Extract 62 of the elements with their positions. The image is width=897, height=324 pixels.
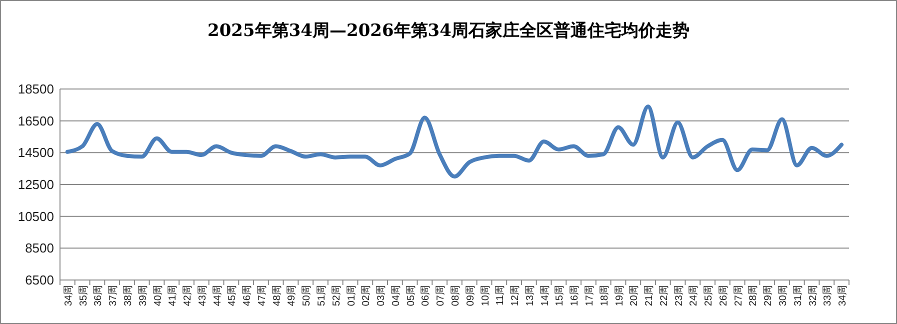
x-tick-label: 15周	[554, 285, 566, 306]
x-tick-label: 26周	[718, 285, 730, 306]
x-tick-label: 09周	[465, 285, 476, 306]
x-tick-label: 06周	[420, 285, 432, 306]
x-tick-label: 41周	[168, 285, 179, 306]
x-tick-label: 19周	[614, 285, 626, 306]
x-tick-label: 04周	[390, 285, 402, 306]
x-tick-label: 42周	[182, 285, 194, 306]
line-series	[65, 104, 844, 179]
x-tick-label: 21周	[644, 285, 656, 306]
y-tick-label: 16500	[18, 113, 54, 128]
y-tick-label: 6500	[25, 272, 54, 288]
x-tick-label: 36周	[93, 285, 104, 306]
x-tick-label: 29周	[763, 285, 774, 306]
x-tick-label: 51周	[316, 285, 328, 306]
x-tick-label: 49周	[286, 285, 298, 306]
x-tick-label: 34周	[63, 285, 74, 306]
x-tick-label: 35周	[78, 285, 90, 306]
x-tick-label: 13周	[524, 285, 536, 306]
x-tick-label: 34周	[838, 285, 849, 306]
x-tick-label: 33周	[822, 285, 834, 306]
x-tick-label: 47周	[256, 285, 268, 306]
x-tick-label: 07周	[436, 285, 447, 306]
x-tick-label: 05周	[406, 285, 417, 306]
x-tick-label: 40周	[152, 285, 164, 306]
x-tick-label: 23周	[674, 285, 685, 306]
y-tick-label: 10500	[18, 208, 54, 224]
y-tick-label: 8500	[25, 240, 54, 256]
x-tick-label: 11周	[495, 285, 506, 306]
x-tick-label: 18周	[599, 285, 610, 306]
x-tick-label: 52周	[331, 285, 342, 306]
x-tick-label: 01周	[346, 285, 358, 306]
x-tick-label: 43周	[197, 285, 208, 306]
x-tick-label: 28周	[748, 285, 760, 306]
x-tick-label: 30周	[778, 285, 790, 306]
x-tick-label: 39周	[138, 285, 149, 306]
x-tick-label: 45周	[227, 285, 238, 306]
y-tick-label: 12500	[18, 177, 54, 192]
y-tick-label: 14500	[18, 145, 54, 160]
x-tick-label: 08周	[450, 285, 462, 306]
x-tick-label: 03周	[376, 285, 388, 306]
x-tick-label: 10周	[480, 285, 492, 306]
x-tick-label: 16周	[570, 285, 581, 306]
chart-title: 2025年第34周—2026年第34周石家庄全区普通住宅均价走势	[208, 20, 690, 41]
x-tick-label: 32周	[808, 285, 819, 306]
x-tick-label: 17周	[584, 285, 596, 306]
x-tick-label: 20周	[629, 285, 640, 306]
x-tick-label: 44周	[212, 285, 224, 306]
x-tick-label: 50周	[302, 285, 313, 306]
x-tick-label: 27周	[733, 285, 744, 306]
x-tick-label: 37周	[108, 285, 120, 306]
y-tick-label: 18500	[18, 82, 54, 97]
x-tick-label: 48周	[272, 285, 283, 306]
x-tick-label: 24周	[688, 285, 700, 306]
x-tick-label: 14周	[540, 285, 551, 306]
x-tick-label: 46周	[242, 285, 254, 306]
x-tick-label: 22周	[658, 285, 670, 306]
x-tick-label: 02周	[361, 285, 372, 306]
x-tick-label: 38周	[122, 285, 134, 306]
x-tick-label: 25周	[704, 285, 715, 306]
x-tick-label: 12周	[510, 285, 522, 306]
x-tick-label: 31周	[792, 285, 804, 306]
